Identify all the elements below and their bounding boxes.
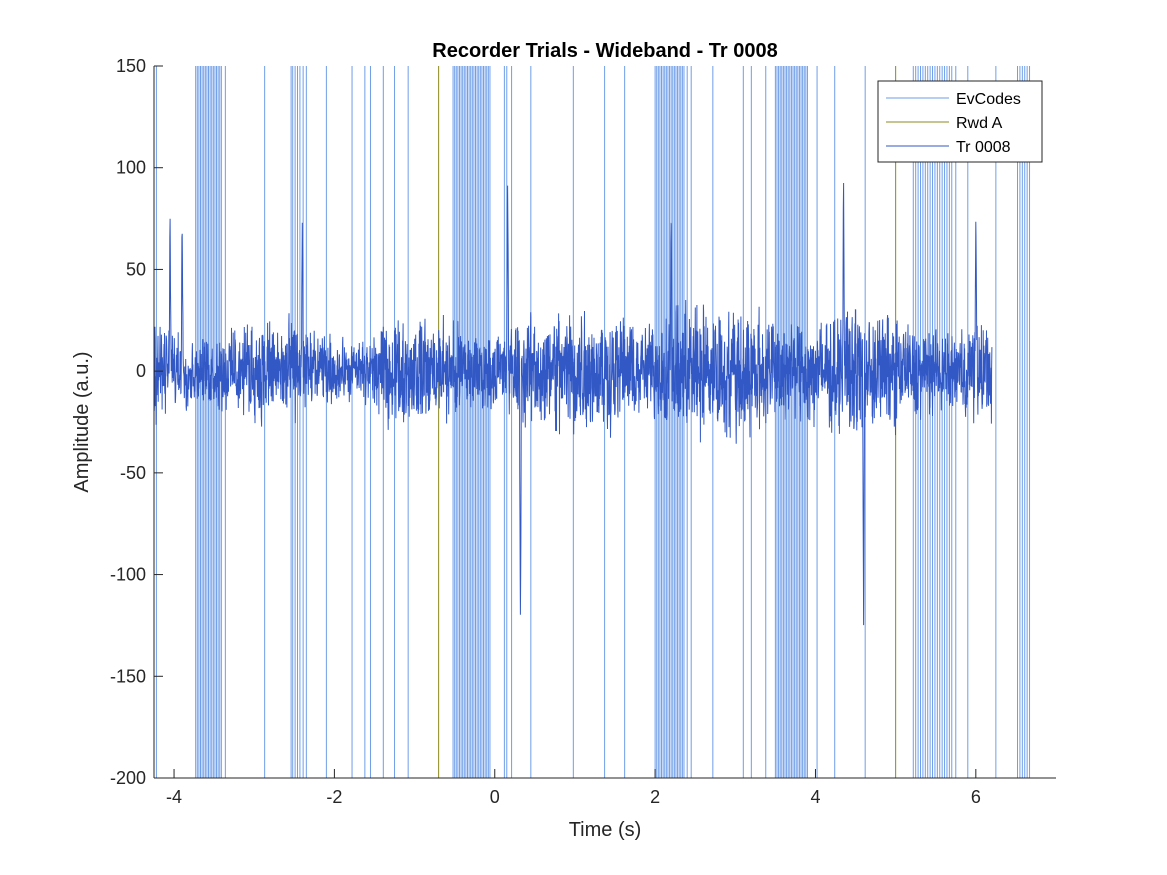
tr-0008-series-line	[154, 182, 993, 626]
axes-frame	[153, 66, 1056, 779]
x-tick-label: 0	[490, 787, 500, 807]
x-axis-label: Time (s)	[569, 819, 642, 841]
legend-label-tr-0008: Tr 0008	[956, 139, 1011, 156]
y-tick-label: 0	[136, 361, 146, 381]
x-axis: -4 -2 0 2 4 6	[166, 769, 981, 807]
x-tick-label: -4	[166, 787, 182, 807]
legend: EvCodes Rwd A Tr 0008	[877, 80, 1043, 163]
y-tick-label: -200	[110, 768, 146, 788]
y-tick-label: -150	[110, 666, 146, 686]
y-axis-label: Amplitude (a.u.)	[71, 351, 93, 492]
y-tick-label: -50	[120, 463, 146, 483]
y-axis: 150 100 50 0 -50 -100 -150 -200	[110, 56, 163, 788]
y-tick-label: 50	[126, 259, 146, 279]
y-tick-label: -100	[110, 565, 146, 585]
x-tick-label: 2	[650, 787, 660, 807]
x-tick-label: 4	[810, 787, 820, 807]
y-tick-label: 150	[116, 56, 146, 76]
y-tick-label: 100	[116, 158, 146, 178]
x-tick-label: -2	[326, 787, 342, 807]
x-tick-label: 6	[971, 787, 981, 807]
legend-label-evcodes: EvCodes	[956, 91, 1021, 108]
chart-title: Recorder Trials - Wideband - Tr 0008	[432, 40, 778, 62]
legend-label-rwd-a: Rwd A	[956, 115, 1003, 132]
evcodes-series	[155, 66, 1031, 778]
